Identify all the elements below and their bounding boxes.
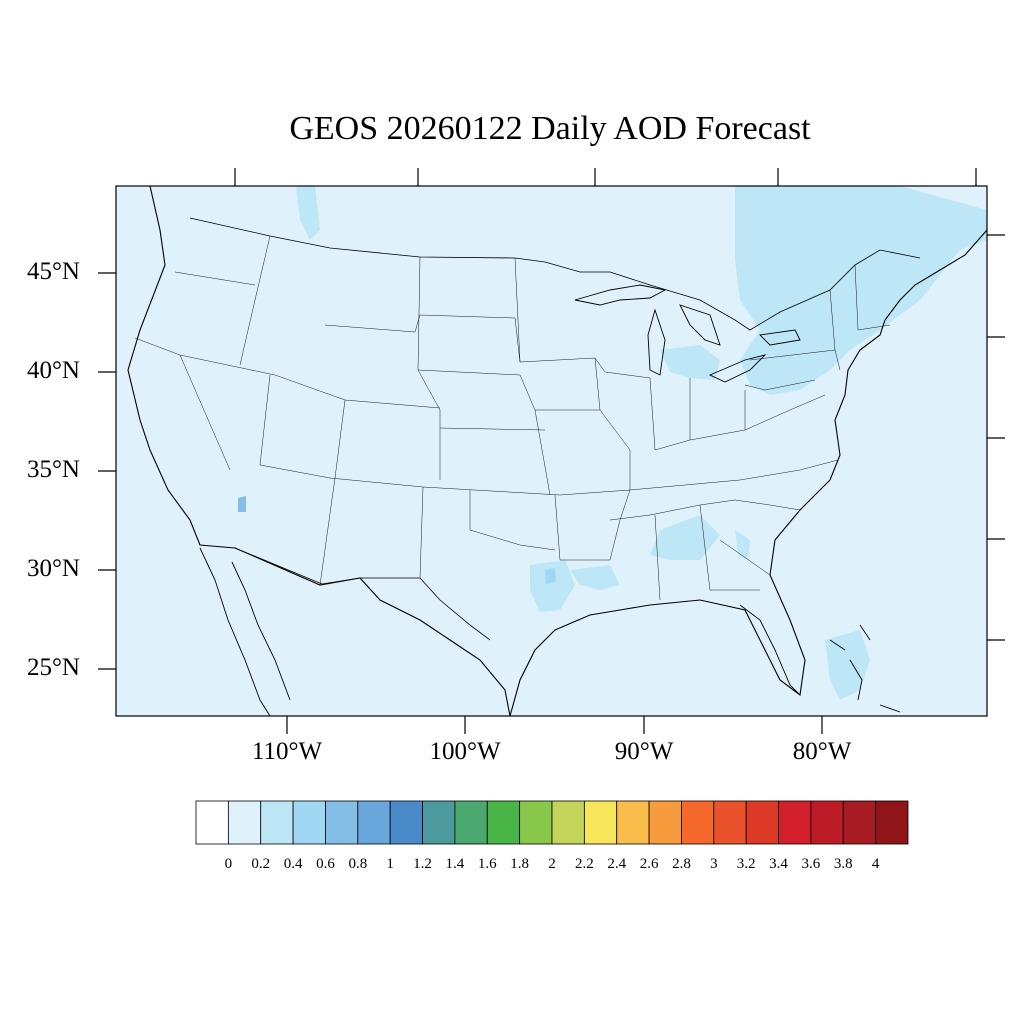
colorbar-tick-label: 1.8 [510,856,529,872]
colorbar-tick-label: 0.2 [251,856,271,872]
colorbar-tick-label: 0.6 [316,856,335,872]
colorbar-swatch [551,800,585,845]
lat-label-30: 30°N [26,555,80,582]
aod-region-rockies-north [296,186,320,240]
colorbar-tick-label: 3.2 [736,856,756,872]
colorbar-swatch [583,800,618,845]
colorbar-swatch [519,800,553,845]
lat-label-45: 45°N [26,258,80,285]
lat-label-25: 25°N [26,654,80,681]
colorbar-swatch [454,800,488,845]
colorbar-swatch [875,800,909,845]
colorbar-swatch [648,800,682,845]
aod-region-louisiana [530,560,575,612]
colorbar-tick-label: 4 [871,856,880,872]
aod-region-texas-spot [545,568,556,584]
colorbar-tick-label: 2.6 [639,856,659,872]
colorbar-tick-label: 3 [710,856,718,872]
colorbar-tick-label: 0.4 [283,856,303,872]
colorbar-tick-label: 3.4 [769,856,788,872]
colorbar-tick-label: 0.8 [348,856,368,872]
aod-region-great-lakes [660,345,720,380]
colorbar-swatch [842,800,877,845]
colorbar-swatch [195,800,229,845]
top-ticks [234,168,977,186]
colorbar-swatch [227,800,262,845]
aod-region-gulf-coast [570,565,620,590]
colorbar-swatch [713,800,747,845]
colorbar-swatch [681,800,715,845]
aod-region-northeast [735,186,987,395]
aod-region-nevada-spot [238,496,246,512]
lat-label-40: 40°N [26,357,80,384]
canada-border [189,217,921,331]
lat-label-35: 35°N [26,456,80,483]
colorbar-swatch [422,800,456,845]
colorbar-tick-label: 3.8 [833,856,853,872]
great-lakes [574,284,801,383]
colorbar-swatch [745,800,779,845]
florida-coast [739,604,801,696]
colorbar-tick-label: 2.8 [672,856,691,872]
map-title: GEOS 20260122 Daily AOD Forecast [289,110,811,147]
colorbar-swatch [778,800,812,845]
colorbar-tick-label: 2.4 [607,856,627,872]
colorbar-swatch [810,800,844,845]
lon-label-90w: 90°W [614,738,674,765]
colorbar [195,800,909,845]
colorbar-swatch [325,800,359,845]
colorbar-swatch [616,800,650,845]
aod-region-georgia [735,530,750,560]
right-ticks [987,234,1005,641]
colorbar-tick-label: 1 [386,856,394,872]
colorbar-tick-label: 1.2 [413,856,432,872]
aod-region-bahamas [825,630,870,700]
colorbar-tick-label: 2.2 [574,856,594,872]
lon-label-80w: 80°W [792,738,852,765]
colorbar-tick-label: 1.4 [445,856,465,872]
colorbar-swatch [292,800,326,845]
colorbar-tick-label: 1.6 [477,856,497,872]
bahamas-islands [829,624,901,713]
lon-label-110w: 110°W [251,738,323,765]
colorbar-tick-label: 3.6 [801,856,821,872]
left-ticks [98,272,116,670]
colorbar-swatch [357,800,391,845]
colorbar-tick-label: 0 [224,856,233,872]
bottom-ticks [286,716,823,734]
colorbar-tick-label: 2 [548,856,556,872]
colorbar-swatch [389,800,423,845]
us-outline [127,186,987,716]
colorbar-swatch [260,800,294,845]
baja-coast [199,547,291,716]
lon-label-100w: 100°W [429,738,501,765]
state-borders [134,235,891,601]
colorbar-swatch [486,800,521,845]
map-frame [115,185,988,717]
